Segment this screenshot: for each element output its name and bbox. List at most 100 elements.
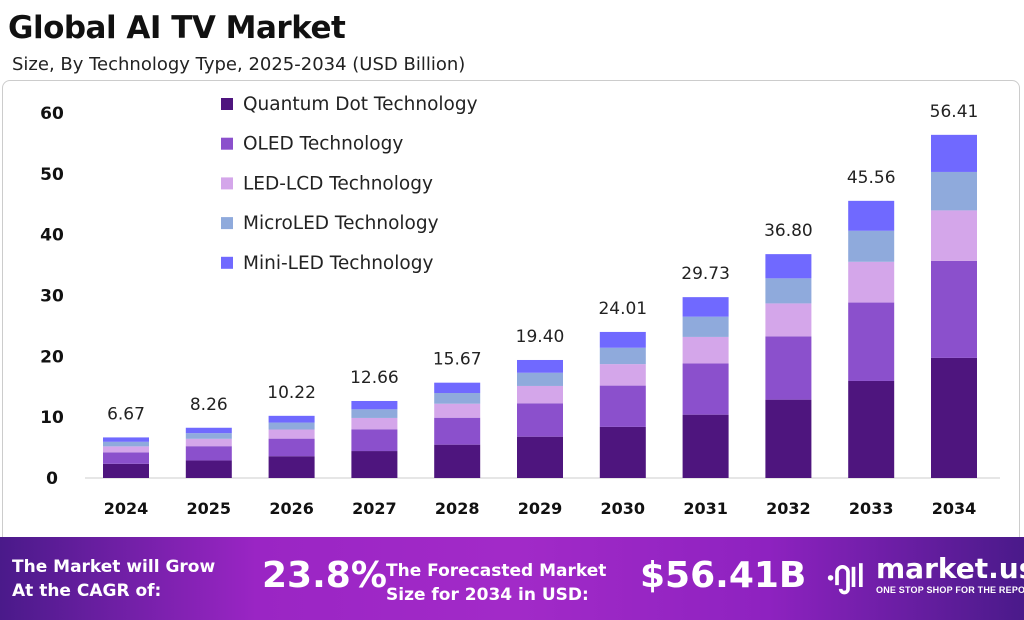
bar-segment-oled-technology2024: [103, 452, 149, 464]
bar-segment-quantum-dot-technology2028: [434, 444, 481, 478]
x-tick-label: 2028: [435, 499, 480, 518]
cagr-label: The Market will Grow At the CAGR of:: [12, 555, 215, 603]
y-tick-label: 20: [40, 347, 64, 367]
x-tick-label: 2032: [766, 499, 811, 518]
x-tick-label: 2029: [518, 499, 563, 518]
y-tick-label: 50: [40, 165, 64, 185]
bar-segment-quantum-dot-technology2033: [848, 380, 895, 478]
stacked-bar-chart: 01020304050606.6720248.26202510.22202612…: [40, 94, 1000, 518]
total-label: 8.26: [190, 395, 228, 415]
bar-segment-mini-led-technology2034: [931, 134, 977, 172]
bar-segment-oled-technology2029: [517, 403, 563, 437]
bar-segment-led-lcd-technology2027: [351, 417, 398, 430]
bar-segment-led-lcd-technology2026: [268, 429, 315, 439]
bar-segment-led-lcd-technology2031: [682, 336, 729, 364]
bar-segment-microled-technology2025: [185, 433, 232, 439]
y-tick-label: 10: [40, 408, 64, 428]
total-label: 36.80: [764, 221, 813, 241]
bar-segment-mini-led-technology2027: [351, 400, 398, 410]
legend-label: Quantum Dot Technology: [243, 94, 478, 115]
market-us-logo: market.us ONE STOP SHOP FOR THE REPORTS: [826, 555, 1024, 596]
footer-banner: The Market will Grow At the CAGR of: 23.…: [0, 537, 1024, 620]
bar-segment-mini-led-technology2031: [682, 297, 729, 317]
bar-segment-mini-led-technology2025: [185, 427, 232, 434]
chart-title: Global AI TV Market: [8, 10, 346, 46]
bar-segment-microled-technology2026: [268, 422, 315, 430]
bar-segment-oled-technology2033: [848, 302, 895, 381]
y-tick-label: 30: [40, 287, 64, 307]
total-label: 10.22: [267, 383, 316, 403]
x-tick-label: 2024: [104, 499, 149, 518]
bar-segment-mini-led-technology2028: [434, 382, 481, 394]
bar-segment-oled-technology2025: [185, 446, 232, 461]
forecast-label-line1: The Forecasted Market: [386, 561, 607, 581]
bar-segment-mini-led-technology2029: [517, 359, 563, 373]
bar-segment-microled-technology2024: [103, 441, 149, 447]
bar-segment-quantum-dot-technology2032: [765, 399, 812, 478]
bar-segment-oled-technology2028: [434, 417, 481, 445]
x-tick-label: 2026: [269, 499, 314, 518]
cagr-value: 23.8%: [262, 555, 387, 596]
legend-swatch: [221, 137, 233, 150]
bar-segment-led-lcd-technology2034: [931, 210, 977, 261]
bar-segment-mini-led-technology2026: [268, 415, 315, 423]
bar-segment-mini-led-technology2024: [103, 437, 149, 442]
x-tick-label: 2031: [683, 499, 728, 518]
bar-segment-oled-technology2026: [268, 438, 315, 457]
total-label: 45.56: [847, 168, 896, 188]
bar-segment-oled-technology2030: [599, 385, 646, 427]
bar-segment-microled-technology2030: [599, 347, 646, 365]
bar-segment-mini-led-technology2030: [599, 331, 646, 348]
chart-subtitle: Size, By Technology Type, 2025-2034 (USD…: [12, 54, 466, 75]
bar-segment-led-lcd-technology2028: [434, 403, 481, 418]
total-label: 12.66: [350, 368, 399, 388]
logo-tagline: ONE STOP SHOP FOR THE REPORTS: [876, 585, 1024, 595]
x-tick-label: 2030: [601, 499, 646, 518]
bar-segment-mini-led-technology2032: [765, 254, 812, 279]
total-label: 19.40: [516, 327, 565, 347]
bar-segment-microled-technology2032: [765, 278, 812, 304]
bar-segment-oled-technology2031: [682, 363, 729, 415]
bar-segment-led-lcd-technology2033: [848, 261, 895, 303]
legend-swatch: [221, 98, 233, 110]
total-label: 15.67: [433, 350, 482, 370]
cagr-label-line2: At the CAGR of:: [12, 581, 162, 601]
forecast-label-line2: Size for 2034 in USD:: [386, 585, 589, 605]
bar-segment-mini-led-technology2033: [848, 200, 895, 231]
total-label: 24.01: [598, 299, 647, 319]
x-tick-label: 2033: [849, 499, 894, 518]
bar-segment-microled-technology2029: [517, 372, 563, 386]
bar-segment-led-lcd-technology2032: [765, 303, 812, 337]
bar-segment-led-lcd-technology2030: [599, 364, 646, 386]
logo-text: market.us: [876, 552, 1024, 585]
bar-segment-microled-technology2028: [434, 393, 481, 404]
legend-swatch: [221, 177, 233, 190]
bar-segment-oled-technology2034: [931, 260, 977, 358]
legend-swatch: [221, 256, 233, 269]
bar-segment-led-lcd-technology2025: [185, 438, 232, 447]
x-tick-label: 2027: [352, 499, 397, 518]
legend-swatch: [221, 217, 233, 230]
cagr-label-line1: The Market will Grow: [12, 557, 216, 577]
bar-segment-quantum-dot-technology2031: [682, 414, 729, 478]
bar-segment-oled-technology2027: [351, 429, 398, 452]
forecast-value: $56.41B: [640, 555, 807, 596]
bar-segment-oled-technology2032: [765, 336, 812, 400]
bar-segment-quantum-dot-technology2030: [599, 426, 646, 478]
bar-segment-quantum-dot-technology2029: [517, 436, 563, 478]
bar-segment-quantum-dot-technology2026: [268, 456, 315, 478]
y-tick-label: 0: [46, 469, 58, 489]
bar-segment-quantum-dot-technology2025: [185, 460, 232, 478]
total-label: 29.73: [681, 264, 730, 284]
total-label: 56.41: [930, 102, 979, 122]
bar-segment-led-lcd-technology2029: [517, 385, 563, 404]
legend-label: Mini-LED Technology: [243, 253, 433, 274]
x-tick-label: 2025: [187, 499, 232, 518]
y-tick-label: 40: [40, 226, 64, 246]
bar-segment-led-lcd-technology2024: [103, 446, 149, 453]
logo-icon: [827, 562, 863, 594]
bar-segment-quantum-dot-technology2034: [931, 357, 977, 478]
legend-label: OLED Technology: [243, 134, 403, 155]
bar-segment-microled-technology2034: [931, 171, 977, 211]
x-tick-label: 2034: [932, 499, 977, 518]
